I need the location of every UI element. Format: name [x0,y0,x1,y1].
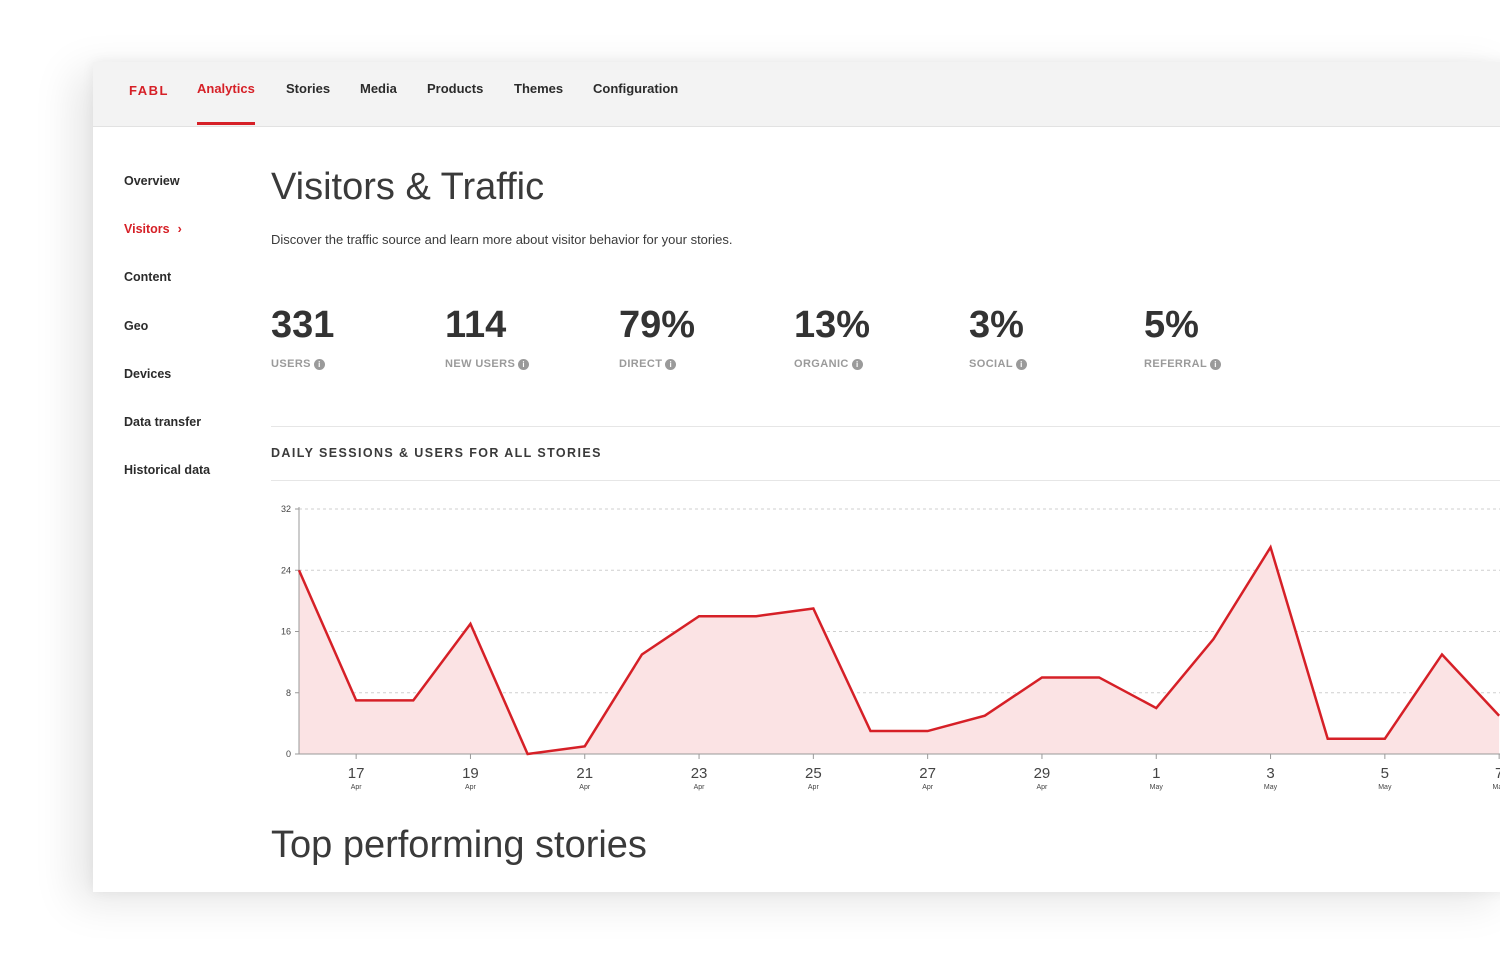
sidebar-item-data-transfer[interactable]: Data transfer [124,415,202,429]
page-title: Visitors & Traffic [271,166,545,208]
x-tick-label-month: Apr [579,784,591,791]
active-tab-indicator [197,122,255,125]
stat-social: 3% SOCIAL i [969,306,1027,370]
info-icon[interactable]: i [665,358,677,370]
y-tick-label: 24 [281,565,291,575]
y-tick-label: 32 [281,504,291,514]
stat-direct: 79% DIRECT i [619,306,695,370]
x-tick-label-day: 29 [1034,765,1051,782]
stat-value: 79% [619,304,696,346]
x-tick-label-day: 27 [919,765,936,782]
info-icon[interactable]: i [313,358,325,370]
chart-section-title: DAILY SESSIONS & USERS FOR ALL STORIES [271,446,602,460]
y-tick-label: 8 [286,688,291,698]
stat-new-users: 114 NEW USERS i [445,304,530,370]
x-tick-label-month: May [1378,784,1392,791]
stat-value: 331 [271,304,335,346]
top-nav-bar: FABL Analytics Stories Media Products Th… [93,62,1500,127]
x-tick-label-day: 7 [1495,765,1500,782]
series-area [299,547,1500,754]
stat-value: 114 [445,304,507,346]
brand-logo[interactable]: FABL [129,83,169,98]
stat-value: 5% [1144,304,1199,346]
stat-value: 3% [969,304,1024,346]
stat-label: REFERRAL [1144,358,1208,370]
x-tick-label-month: Apr [351,784,363,791]
x-tick-label-month: Apr [808,784,820,791]
info-icon[interactable]: i [518,358,530,370]
x-tick-label-month: Apr [465,784,477,791]
x-tick-label-day: 3 [1266,765,1274,782]
series-line [297,544,1500,756]
nav-tab-themes[interactable]: Themes [514,81,564,96]
sidebar-item-geo[interactable]: Geo [124,319,149,333]
nav-tab-products[interactable]: Products [427,81,484,96]
x-tick-label-month: Apr [1036,784,1048,791]
divider [271,480,1500,481]
app-window: FABL Analytics Stories Media Products Th… [93,62,1500,892]
sidebar-item-devices[interactable]: Devices [124,367,172,381]
info-icon[interactable]: i [1015,358,1027,370]
sidebar-item-historical-data[interactable]: Historical data [124,463,211,477]
sessions-area-chart: 0816243217Apr19Apr21Apr23Apr25Apr27Apr29… [281,504,1500,791]
stat-label: SOCIAL [969,358,1013,370]
sidebar-item-visitors[interactable]: Visitors › [124,222,182,236]
divider [271,426,1500,427]
x-tick-label-month: Apr [922,784,934,791]
info-icon[interactable]: i [851,358,863,370]
x-tick-label-day: 25 [805,765,822,782]
x-tick-label-day: 17 [348,765,365,782]
x-tick-label-day: 21 [576,765,593,782]
x-tick-label-day: 23 [691,765,708,782]
stat-users: 331 USERS i [271,306,334,370]
x-tick-label-month: May [1150,784,1164,791]
nav-tab-stories[interactable]: Stories [286,81,331,96]
x-tick-label-day: 19 [462,765,479,782]
page-description: Discover the traffic source and learn mo… [271,232,733,247]
top-stories-title: Top performing stories [271,824,647,866]
stat-referral: 5% REFERRAL i [1144,304,1222,370]
stat-label: USERS [271,358,311,370]
stat-label: NEW USERS [445,358,516,370]
x-tick-label-month: May [1264,784,1278,791]
chevron-right-icon: › [177,222,182,236]
stat-organic: 13% ORGANIC i [794,306,870,370]
stat-label: ORGANIC [794,358,849,370]
info-icon[interactable]: i [1210,358,1222,370]
y-tick-label: 0 [286,749,291,759]
stat-value: 13% [794,304,871,346]
nav-tab-analytics[interactable]: Analytics [197,81,255,96]
stat-label: DIRECT [619,358,663,370]
y-tick-label: 16 [281,627,291,637]
sidebar-item-label: Visitors [124,222,170,236]
x-tick-label-month: Apr [694,784,706,791]
nav-tab-media[interactable]: Media [360,81,397,96]
nav-tab-configuration[interactable]: Configuration [593,81,679,96]
x-tick-label-day: 1 [1152,765,1160,782]
sidebar-item-overview[interactable]: Overview [124,174,180,188]
x-tick-label-month: May [1493,784,1500,791]
sidebar-item-content[interactable]: Content [124,270,172,284]
x-tick-label-day: 5 [1381,765,1389,782]
